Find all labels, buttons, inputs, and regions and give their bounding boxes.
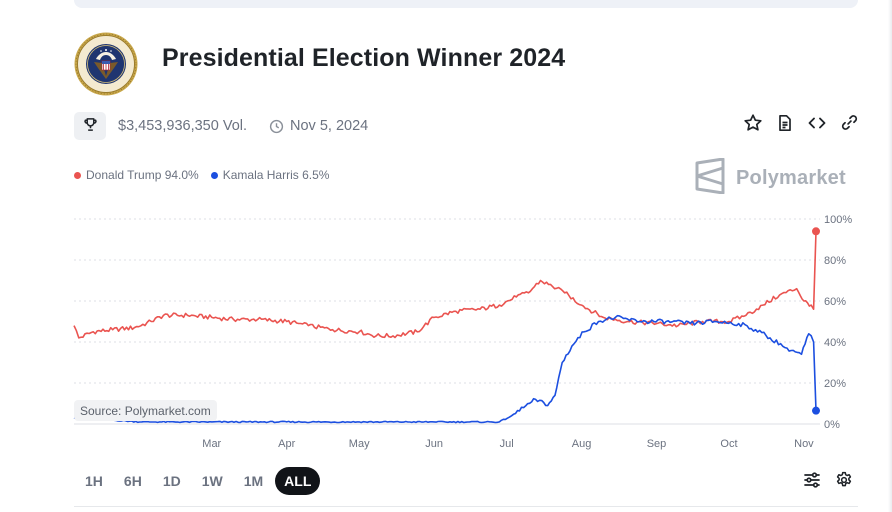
chart-legend: Donald Trump 94.0% Kamala Harris 6.5% [74, 168, 329, 182]
range-button-6h[interactable]: 6H [123, 473, 142, 489]
x-tick-label: Apr [278, 438, 295, 450]
document-icon [776, 114, 794, 137]
x-tick-label: Oct [720, 438, 737, 450]
y-tick-label: 0% [824, 419, 840, 431]
y-tick-label: 100% [824, 214, 852, 226]
range-button-all[interactable]: ALL [275, 467, 321, 495]
range-button-1m[interactable]: 1M [243, 473, 264, 489]
legend-dot-trump [74, 171, 81, 179]
page-title: Presidential Election Winner 2024 [162, 44, 566, 72]
polymarket-logo-icon [694, 157, 726, 199]
chart-settings-button[interactable] [834, 471, 854, 494]
series-end-point-trump [812, 227, 820, 236]
trophy-icon [83, 117, 98, 136]
chart-tools [802, 471, 854, 494]
y-tick-label: 20% [824, 378, 846, 390]
scroll-edge [888, 0, 892, 512]
x-tick-label: Mar [202, 438, 221, 450]
legend-dot-harris [210, 171, 218, 179]
x-tick-label: Jul [500, 438, 514, 450]
copy-link-button[interactable] [838, 114, 860, 136]
chart-tick-labels: 0% 20% 40% 60% 80% 100% Mar Apr May Jun Jul Aug Sep O… [202, 214, 852, 450]
rules-document-button[interactable] [774, 114, 796, 136]
presidential-seal-icon [74, 32, 138, 96]
series-line-harris [73, 314, 817, 424]
polymarket-watermark: Polymarket [694, 157, 846, 199]
chart-filter-button[interactable] [802, 471, 822, 494]
x-tick-label: Sep [647, 438, 667, 450]
sliders-icon [803, 471, 821, 494]
star-icon [743, 113, 763, 138]
y-tick-label: 40% [824, 337, 846, 349]
range-button-1h[interactable]: 1H [85, 473, 103, 489]
range-button-1d[interactable]: 1D [162, 473, 181, 489]
x-tick-label: Jun [425, 438, 443, 450]
brand-name: Polymarket [736, 167, 846, 189]
x-tick-label: Nov [794, 438, 814, 450]
legend-item-trump: Donald Trump 94.0% [74, 168, 199, 182]
series-end-point-harris [812, 406, 820, 415]
favorite-button[interactable] [742, 113, 764, 138]
trophy-badge[interactable] [74, 112, 106, 140]
x-tick-label: Aug [572, 438, 592, 450]
time-range-selector: 1H 6H 1D 1W 1M ALL [76, 467, 321, 495]
y-tick-label: 80% [824, 255, 846, 267]
end-date-label: Nov 5, 2024 [290, 118, 369, 134]
gear-icon [835, 471, 853, 494]
clock-icon [269, 119, 284, 134]
chart-grid [74, 218, 820, 425]
y-tick-label: 60% [824, 296, 846, 308]
legend-label-trump: Donald Trump 94.0% [86, 168, 199, 182]
volume-label: $3,453,936,350 Vol. [118, 118, 248, 134]
embed-button[interactable] [806, 114, 828, 136]
footer-divider [74, 506, 858, 507]
market-actions [742, 113, 860, 138]
chart-source-label: Source: Polymarket.com [74, 400, 217, 421]
embed-icon [807, 113, 827, 138]
range-button-1w[interactable]: 1W [201, 473, 223, 489]
x-tick-label: May [349, 438, 370, 450]
link-icon [840, 113, 859, 137]
legend-label-harris: Kamala Harris 6.5% [222, 168, 330, 182]
chart-series [73, 227, 820, 424]
market-meta-row: $3,453,936,350 Vol. Nov 5, 2024 [74, 112, 368, 140]
top-banner-strip [74, 0, 858, 8]
legend-item-harris: Kamala Harris 6.5% [210, 168, 330, 182]
